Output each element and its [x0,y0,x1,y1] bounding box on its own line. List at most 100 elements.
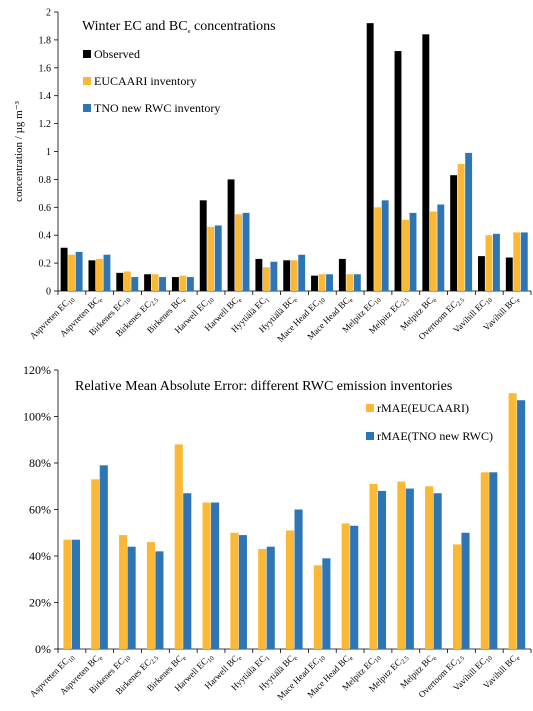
bar-tno-new-rwc-inventory-4 [186,277,194,291]
chart-title: Relative Mean Absolute Error: different … [75,379,452,394]
bar-eucaari-inventory-14 [457,164,465,291]
bar-rmae-tno-new-rwc-15 [489,472,498,649]
bar-rmae-tno-new-rwc-12 [405,488,414,649]
bar-tno-new-rwc-inventory-0 [75,251,83,291]
bar-observed-10 [338,258,346,291]
bar-rmae-tno-new-rwc-13 [433,493,442,649]
bar-observed-0 [60,247,68,291]
legend-swatch-observed [83,50,91,58]
y-tick-label: 1.8 [39,35,52,46]
bar-eucaari-inventory-16 [513,232,521,291]
bar-rmae-tno-new-rwc-4 [183,493,192,649]
y-tick-label: 60% [29,503,51,517]
bar-eucaari-inventory-8 [290,260,298,291]
legend-swatch-eucaari-inventory [83,77,91,85]
bar-eucaari-inventory-15 [485,235,493,291]
bar-rmae-eucaari-10 [341,523,350,649]
bar-rmae-tno-new-rwc-1 [99,465,108,649]
bar-rmae-eucaari-7 [258,549,267,649]
bar-tno-new-rwc-inventory-7 [270,261,278,291]
bar-rmae-eucaari-8 [286,530,295,649]
bar-observed-6 [227,179,235,291]
bar-observed-12 [394,51,402,292]
bar-rmae-eucaari-4 [174,444,183,649]
bar-rmae-eucaari-3 [146,542,155,649]
bar-eucaari-inventory-2 [123,271,131,291]
legend-label-tno-new-rwc-inventory: TNO new RWC inventory [94,101,220,115]
y-tick-label: 120% [23,363,51,377]
bar-observed-5 [199,200,207,291]
bar-eucaari-inventory-6 [235,214,243,291]
bar-tno-new-rwc-inventory-3 [159,277,167,291]
bar-tno-new-rwc-inventory-11 [381,200,389,291]
bar-eucaari-inventory-11 [374,207,382,291]
y-tick-label: 0.6 [39,203,52,214]
chart-winter-concentrations: 0 0.2 0.4 0.6 0.8 1 1.2 1.4 1.6 1.8 2 concentration… [13,8,532,345]
bar-tno-new-rwc-inventory-16 [520,232,528,291]
bar-tno-new-rwc-inventory-13 [437,204,445,291]
bar-observed-11 [366,23,374,291]
y-tick-label: 1.4 [39,91,52,102]
y-tick-label: 1.6 [39,63,52,74]
bar-rmae-tno-new-rwc-7 [266,546,275,649]
bar-eucaari-inventory-3 [151,274,159,291]
bar-eucaari-inventory-5 [207,226,215,291]
y-tick-label: 0.4 [39,231,52,242]
bar-rmae-tno-new-rwc-9 [322,558,331,649]
bar-eucaari-inventory-9 [318,274,326,291]
legend-swatch-tno-new-rwc-inventory [83,104,91,112]
bar-tno-new-rwc-inventory-15 [493,233,500,291]
bar-rmae-tno-new-rwc-0 [71,539,81,649]
bar-rmae-eucaari-9 [313,565,322,649]
y-tick-label: 0 [46,287,51,298]
bar-observed-8 [283,260,291,291]
bar-rmae-tno-new-rwc-11 [377,490,387,649]
bar-rmae-eucaari-12 [397,481,406,649]
bar-rmae-tno-new-rwc-2 [127,546,136,649]
bar-tno-new-rwc-inventory-12 [409,212,417,291]
y-tick-label: 20% [29,596,51,610]
bar-observed-9 [311,275,318,291]
y-tick-label: 40% [29,549,51,563]
bar-tno-new-rwc-inventory-6 [242,212,250,291]
y-tick-label: 1.2 [39,119,52,130]
legend-label-rmae-tno-new-rwc: rMAE(TNO new RWC) [377,429,493,443]
bar-rmae-eucaari-5 [202,502,211,649]
bar-rmae-tno-new-rwc-5 [211,502,220,649]
bar-rmae-eucaari-15 [480,472,489,649]
bar-rmae-eucaari-11 [369,483,378,649]
bar-observed-4 [171,277,179,291]
bar-rmae-eucaari-6 [230,532,239,649]
bar-tno-new-rwc-inventory-5 [214,225,222,291]
legend-swatch-rmae-eucaari [366,404,374,412]
legend-label-eucaari-inventory: EUCAARI inventory [94,74,196,88]
bar-tno-new-rwc-inventory-8 [298,254,306,291]
bar-rmae-tno-new-rwc-10 [350,525,359,649]
bar-rmae-eucaari-16 [508,393,517,649]
y-tick-label: 0.2 [39,259,52,270]
legend-swatch-rmae-tno-new-rwc [366,432,374,440]
y-tick-label: 1 [46,147,51,158]
chart-title: Winter EC and BCe concentrations [82,19,276,35]
bar-rmae-eucaari-13 [425,486,434,649]
bar-rmae-tno-new-rwc-8 [294,509,303,649]
bar-observed-3 [144,274,152,291]
bar-eucaari-inventory-1 [95,258,103,291]
y-tick-label: 0.8 [39,175,52,186]
y-axis-label: concentration / µg m⁻³ [13,100,25,201]
legend-label-rmae-eucaari: rMAE(EUCAARI) [377,401,469,415]
bar-eucaari-inventory-7 [262,267,270,291]
bar-tno-new-rwc-inventory-1 [103,254,111,291]
bar-eucaari-inventory-13 [429,211,437,291]
bar-observed-7 [255,258,263,291]
y-tick-label: 80% [29,456,51,470]
bar-tno-new-rwc-inventory-9 [326,274,333,291]
bar-observed-14 [450,175,458,291]
bar-eucaari-inventory-10 [346,274,354,291]
bar-eucaari-inventory-0 [68,254,76,291]
category-label-aspvreten-ec-10: Aspvreten EC10 [28,651,77,700]
bar-rmae-tno-new-rwc-16 [517,400,526,649]
category-label-aspvreten-ec-10: Aspvreten EC10 [28,293,77,342]
bar-rmae-eucaari-2 [119,535,128,649]
